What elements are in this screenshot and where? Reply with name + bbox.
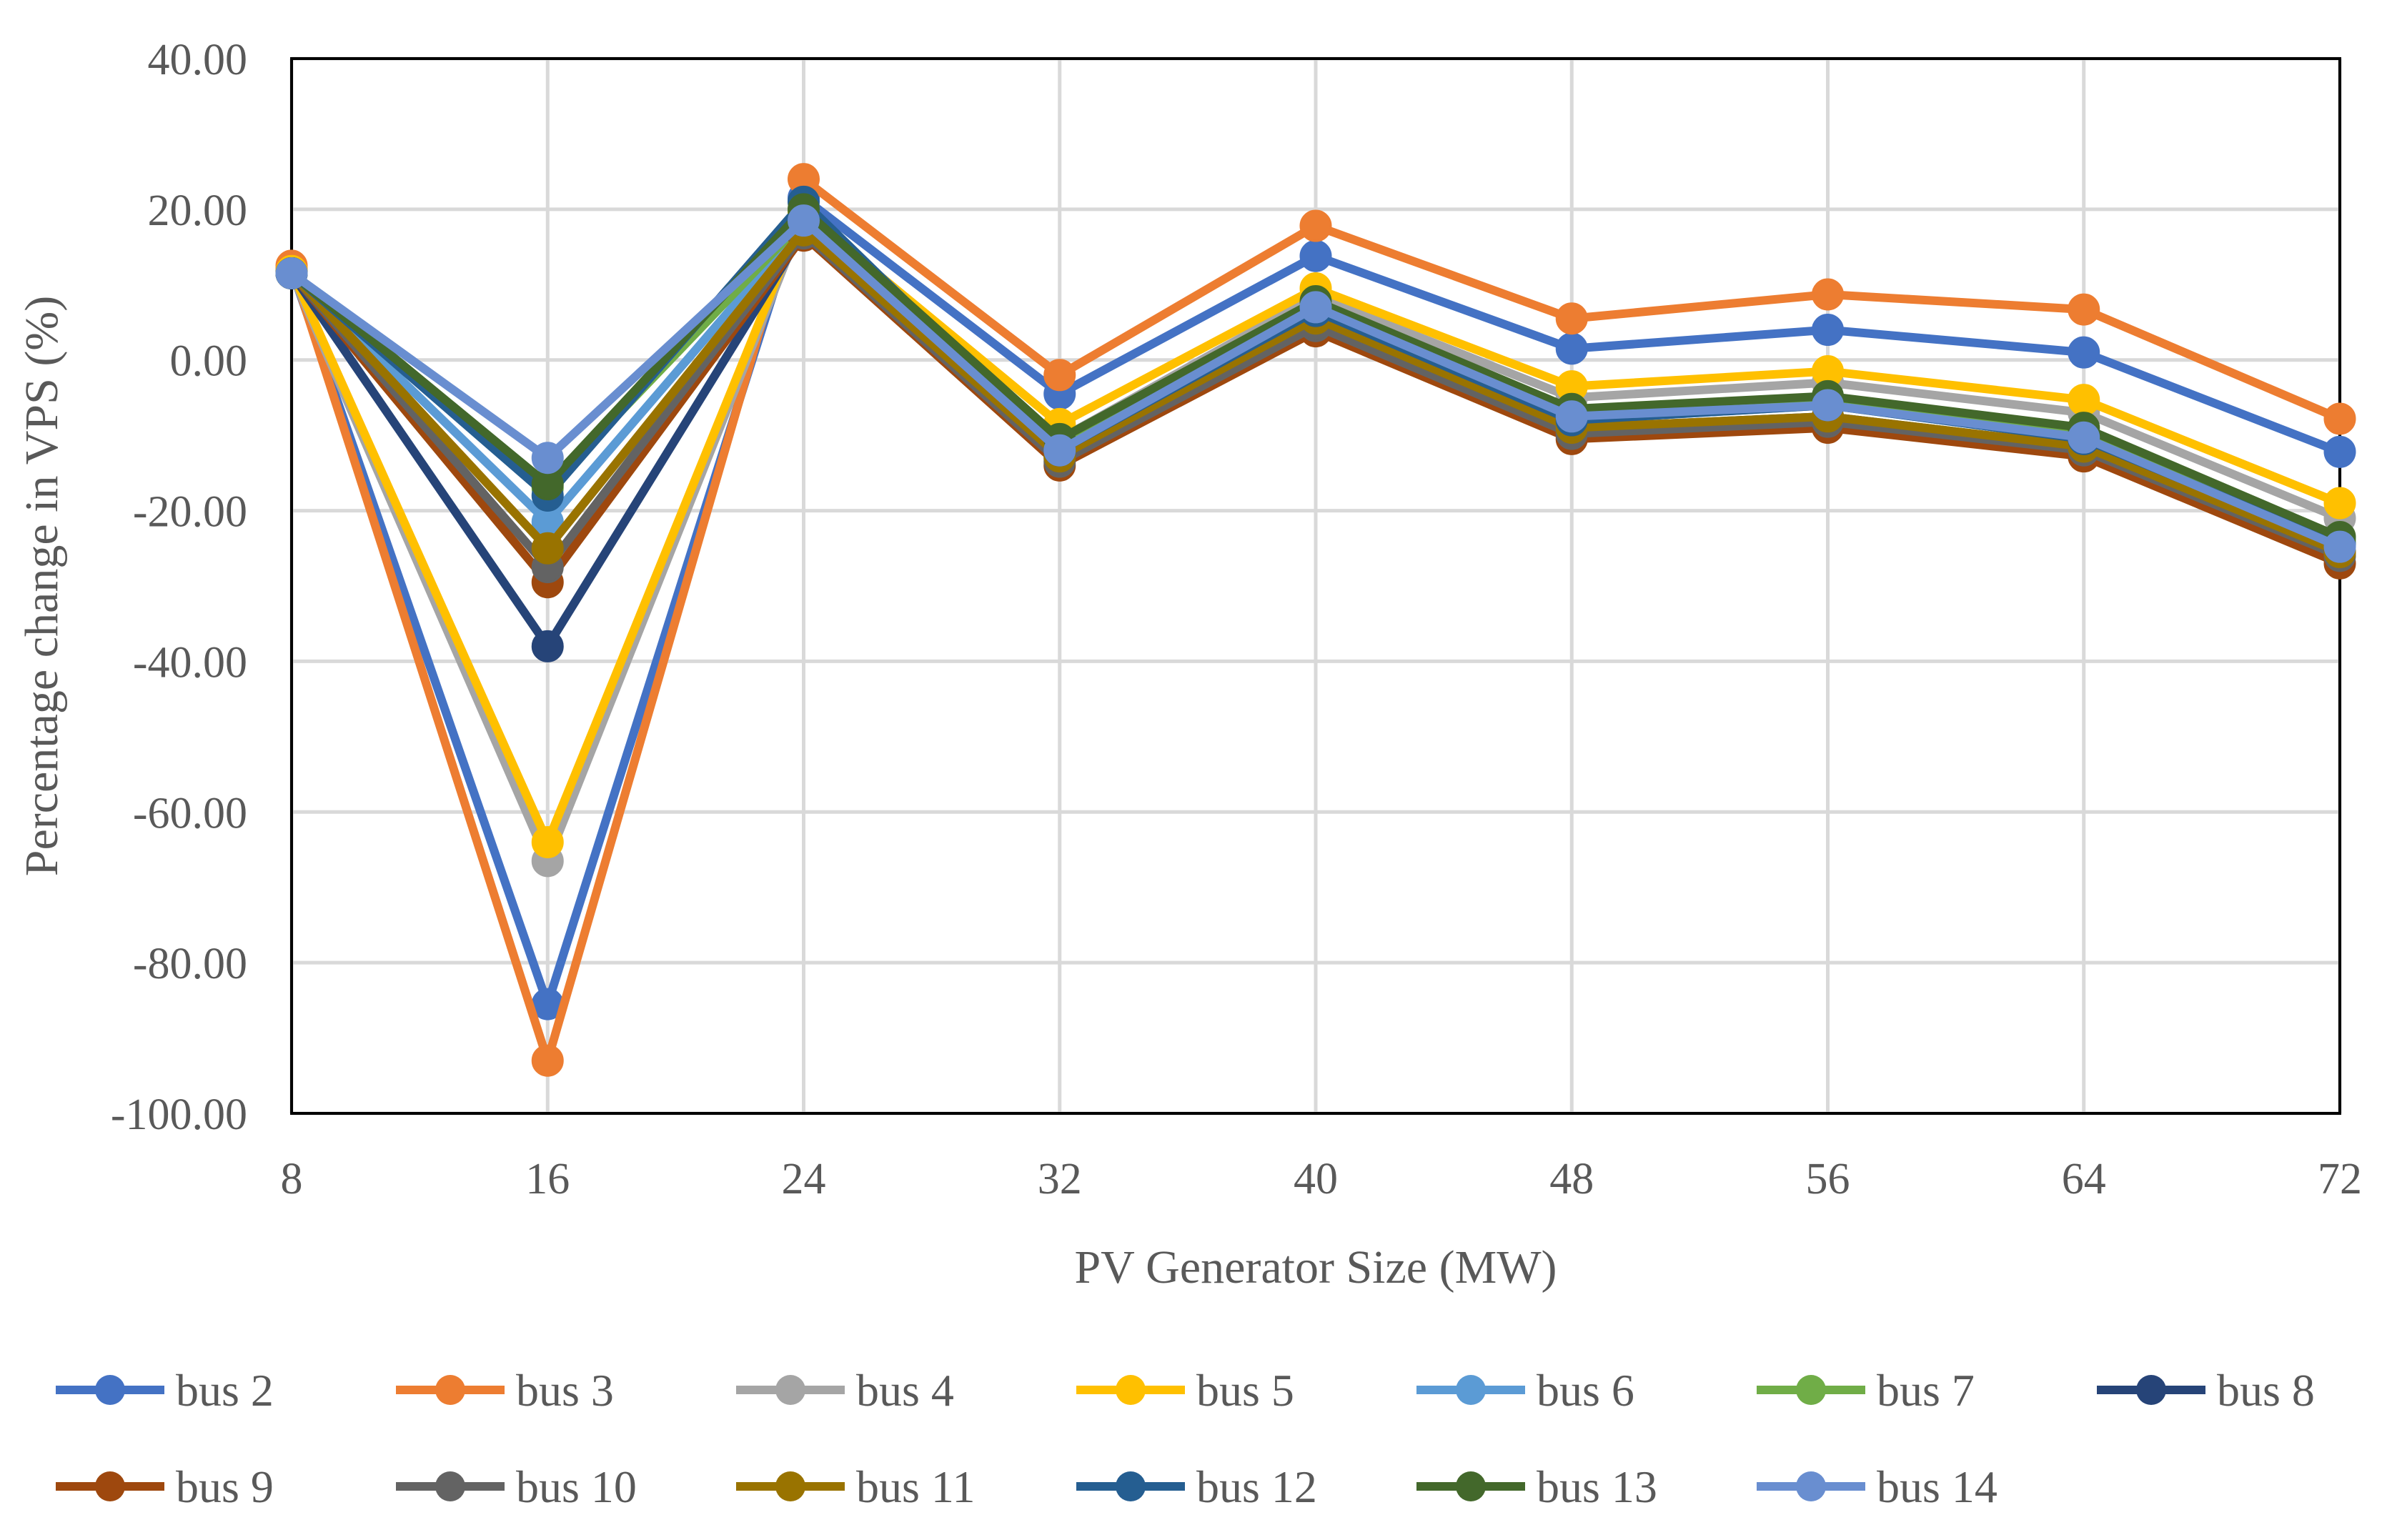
legend-marker	[1796, 1471, 1826, 1501]
plot-area-frame	[290, 57, 2341, 1115]
legend-marker	[1116, 1471, 1146, 1501]
data-point	[2068, 421, 2100, 454]
y-tick-label: -40.00	[133, 638, 247, 687]
x-axis-title: PV Generator Size (MW)	[1074, 1241, 1557, 1293]
series-bus-3	[275, 163, 2356, 1077]
legend-item: bus 10	[396, 1461, 637, 1512]
data-point	[531, 630, 564, 662]
data-point	[1555, 400, 1588, 433]
legend-item: bus 12	[1076, 1461, 1317, 1512]
y-tick-label: 20.00	[148, 187, 248, 235]
legend-label: bus 5	[1196, 1365, 1294, 1416]
legend-marker	[2136, 1375, 2166, 1405]
legend-item: bus 11	[736, 1461, 976, 1512]
data-point	[531, 825, 564, 858]
data-point	[531, 532, 564, 565]
legend-marker	[775, 1375, 805, 1405]
y-tick-label: 0.00	[170, 337, 248, 386]
data-point	[2323, 435, 2356, 468]
data-point	[1555, 332, 1588, 365]
data-point	[1299, 291, 1332, 324]
y-tick-label: -60.00	[133, 789, 247, 838]
data-point	[1812, 278, 1844, 311]
legend-label: bus 13	[1537, 1461, 1657, 1512]
x-tick-label: 56	[1806, 1155, 1850, 1203]
legend: bus 2 bus 3 bus 4 bus 5 bus 6 bus 7 bus 8 bus 9…	[56, 1365, 2315, 1512]
legend-marker	[775, 1471, 805, 1501]
legend-label: bus 6	[1537, 1365, 1634, 1416]
legend-item: bus 13	[1416, 1461, 1657, 1512]
x-tick-label: 24	[782, 1155, 826, 1203]
data-point	[1043, 434, 1076, 467]
y-tick-label: -20.00	[133, 488, 247, 537]
data-point	[2068, 384, 2100, 417]
legend-item: bus 6	[1416, 1365, 1634, 1416]
legend-item: bus 5	[1076, 1365, 1294, 1416]
legend-marker	[1456, 1471, 1486, 1501]
data-point	[1812, 389, 1844, 422]
legend-item: bus 3	[396, 1365, 614, 1416]
legend-label: bus 2	[176, 1365, 274, 1416]
data-point	[1299, 239, 1332, 272]
data-point	[531, 442, 564, 475]
x-tick-label: 64	[2062, 1155, 2106, 1203]
data-point	[2323, 530, 2356, 563]
data-point	[2068, 336, 2100, 369]
legend-marker	[1796, 1375, 1826, 1405]
series-bus-14	[275, 204, 2356, 563]
legend-marker	[435, 1375, 465, 1405]
x-tick-label: 48	[1549, 1155, 1594, 1203]
legend-item: bus 2	[56, 1365, 274, 1416]
y-tick-label: -80.00	[133, 940, 247, 988]
legend-label: bus 11	[856, 1461, 976, 1512]
legend-marker	[1116, 1375, 1146, 1405]
data-point	[788, 204, 820, 237]
data-point	[1299, 209, 1332, 242]
legend-marker	[435, 1471, 465, 1501]
data-point	[1555, 302, 1588, 335]
legend-item: bus 7	[1757, 1365, 1975, 1416]
legend-item: bus 4	[736, 1365, 954, 1416]
legend-label: bus 3	[516, 1365, 614, 1416]
legend-label: bus 4	[856, 1365, 954, 1416]
data-point	[1043, 359, 1076, 392]
data-point	[531, 1044, 564, 1077]
legend-item: bus 9	[56, 1461, 274, 1512]
legend-label: bus 7	[1877, 1365, 1975, 1416]
legend-marker	[95, 1375, 125, 1405]
x-tick-label: 40	[1294, 1155, 1338, 1203]
x-tick-label: 72	[2318, 1155, 2362, 1203]
data-point	[2323, 402, 2356, 435]
data-point	[1812, 314, 1844, 347]
y-tick-label: 40.00	[148, 36, 248, 84]
series	[275, 163, 2356, 1077]
legend-label: bus 10	[516, 1461, 637, 1512]
legend-marker	[1456, 1375, 1486, 1405]
data-point	[275, 257, 308, 289]
legend-marker	[95, 1471, 125, 1501]
data-point	[2323, 487, 2356, 520]
legend-label: bus 12	[1196, 1461, 1317, 1512]
tick-labels: 40.00 20.00 0.00 -20.00 -40.00 -60.00 -80.00 -1…	[111, 36, 2362, 1203]
legend-label: bus 14	[1877, 1461, 1998, 1512]
x-tick-label: 8	[281, 1155, 303, 1203]
legend-item: bus 8	[2097, 1365, 2315, 1416]
x-tick-label: 16	[525, 1155, 570, 1203]
y-tick-label: -100.00	[111, 1091, 247, 1139]
x-tick-label: 32	[1038, 1155, 1082, 1203]
y-axis-title: Percentage change in VPS (%)	[16, 296, 68, 877]
legend-label: bus 9	[176, 1461, 274, 1512]
legend-label: bus 8	[2217, 1365, 2315, 1416]
legend-item: bus 14	[1757, 1461, 1998, 1512]
data-point	[2068, 293, 2100, 326]
